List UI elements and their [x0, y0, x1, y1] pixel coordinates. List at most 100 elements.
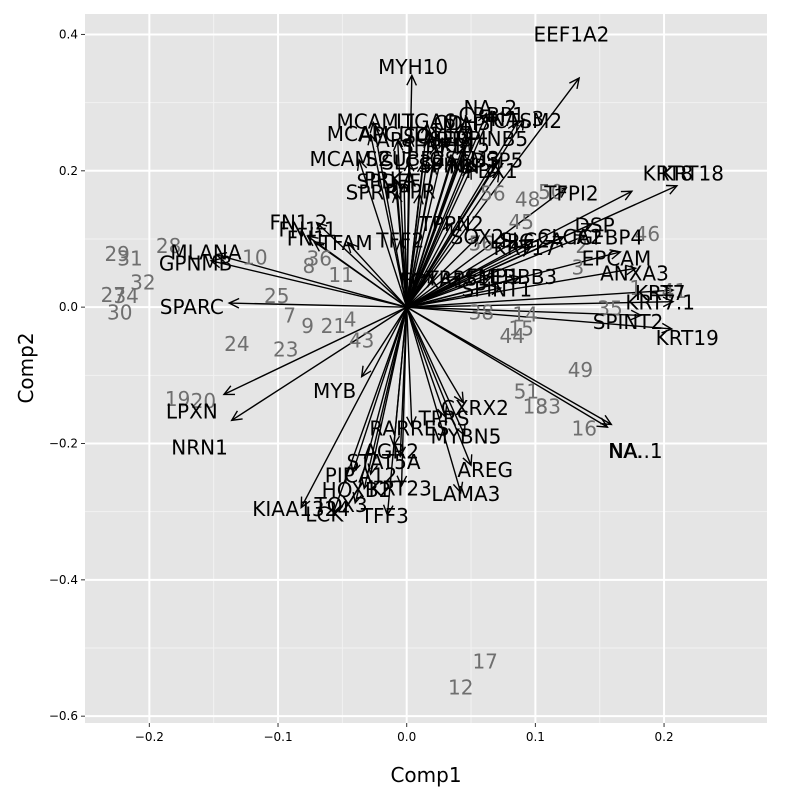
observation-label: 44 — [499, 324, 524, 348]
variable-label: SPARC — [160, 295, 224, 319]
observation-label: 3 — [571, 256, 584, 280]
variable-label: GSTM3 — [429, 147, 499, 171]
x-tick-label: 0.2 — [655, 730, 674, 744]
arrow-head — [398, 182, 410, 195]
variable-label: FOXA1 — [399, 269, 465, 293]
y-tick-label: 0.2 — [59, 164, 78, 178]
variable-label: ART3 — [422, 127, 473, 151]
arrow-head — [420, 122, 432, 135]
arrow-head — [461, 125, 472, 139]
arrow-head — [489, 170, 501, 183]
loading-arrow — [216, 253, 407, 308]
observation-label: 56 — [469, 232, 494, 256]
observation-label: 24 — [224, 332, 249, 356]
variable-label: KRT5 — [439, 134, 490, 158]
variable-label: KRT17 — [493, 236, 556, 260]
arrow-head — [346, 241, 358, 254]
loading-arrows — [209, 73, 679, 517]
variable-label: PPPR — [386, 179, 436, 203]
variable-label: TFAM — [319, 231, 373, 255]
arrow-head — [489, 159, 501, 172]
loading-arrow — [406, 247, 531, 308]
observation-label: 15 — [508, 316, 533, 340]
arrow-head — [662, 285, 675, 297]
arrow-head — [574, 234, 588, 245]
variable-label: CRBP1 — [458, 103, 524, 127]
variable-label: KRT23 — [369, 476, 432, 500]
arrow-head — [600, 414, 613, 426]
observation-label: 33 — [536, 395, 561, 419]
observation-label: 49 — [568, 358, 593, 382]
arrow-head — [391, 191, 403, 204]
variable-label: LCK — [305, 502, 344, 526]
variable-label: MYB — [313, 379, 356, 403]
y-axis-title: Comp2 — [14, 332, 38, 403]
observation-label: 50 — [538, 180, 563, 204]
arrow-head — [413, 192, 424, 205]
arrow-head — [214, 251, 228, 263]
arrow-head — [624, 264, 638, 276]
arrow-head — [662, 296, 675, 308]
arrow-head — [437, 405, 448, 419]
arrow-head — [420, 271, 431, 284]
arrow-head — [356, 158, 368, 171]
observation-label: 21 — [321, 314, 346, 338]
observation-label: 32 — [130, 271, 155, 295]
loading-arrow — [406, 306, 462, 493]
variable-label: NA. — [608, 439, 643, 463]
loading-arrow — [229, 302, 407, 308]
loading-arrow — [406, 306, 672, 330]
loading-arrow — [369, 134, 408, 308]
variable-label: DSP — [574, 213, 614, 237]
variable-label: SLC2A — [499, 228, 564, 252]
variable-label: NRN1 — [171, 436, 228, 460]
loading-arrow — [406, 163, 435, 308]
arrow-head — [521, 238, 535, 249]
arrow-head — [382, 504, 394, 517]
variable-label: TPPN2 — [419, 212, 484, 236]
arrow-head — [437, 138, 449, 152]
arrow-head — [462, 167, 472, 180]
observation-label: 56 — [480, 181, 505, 205]
variable-label: MCAM — [327, 122, 389, 146]
variable-label: SPDEF — [357, 170, 421, 194]
variable-label: APCDD1 — [359, 123, 442, 147]
arrow-head — [369, 120, 381, 134]
loading-arrow — [358, 159, 408, 308]
y-tick-label: −0.2 — [49, 436, 78, 450]
variable-label: KRT8 — [643, 162, 694, 186]
arrow-head — [509, 274, 522, 285]
observation-label: 46 — [635, 222, 660, 246]
loading-arrow — [363, 306, 408, 489]
observation-label: 12 — [448, 676, 473, 700]
arrow-head — [447, 275, 460, 287]
arrow-head — [489, 284, 503, 296]
loading-arrow — [406, 300, 674, 308]
variable-label: TFF3 — [360, 504, 409, 528]
loading-arrow — [354, 306, 408, 503]
x-tick-label: 0.1 — [526, 730, 545, 744]
variable-label: KRT19 — [656, 326, 719, 350]
variable-label: SPINT1 — [461, 277, 532, 301]
loading-arrow — [406, 287, 501, 308]
arrow-head — [442, 221, 453, 235]
loading-arrow — [351, 306, 408, 474]
minor-gridlines — [85, 14, 767, 723]
arrow-head — [230, 410, 243, 422]
observation-label: 28 — [156, 234, 181, 258]
loading-arrow — [406, 193, 421, 308]
variable-label: TRPS1 — [425, 267, 490, 291]
variable-label: CA12 — [344, 464, 397, 488]
loading-arrow — [406, 275, 459, 308]
x-tick-label: −0.2 — [135, 730, 164, 744]
loading-arrow — [396, 140, 408, 308]
variable-label: AGR2 — [364, 440, 419, 464]
loading-arrow — [406, 77, 580, 308]
loading-arrow — [406, 271, 431, 308]
loading-arrow — [406, 306, 446, 418]
arrow-head — [468, 235, 480, 247]
arrow-head — [331, 502, 342, 515]
variable-label: HOXB2 — [322, 478, 392, 502]
observation-label: 1 — [629, 276, 642, 300]
variable-label: GPNMB — [159, 252, 233, 276]
